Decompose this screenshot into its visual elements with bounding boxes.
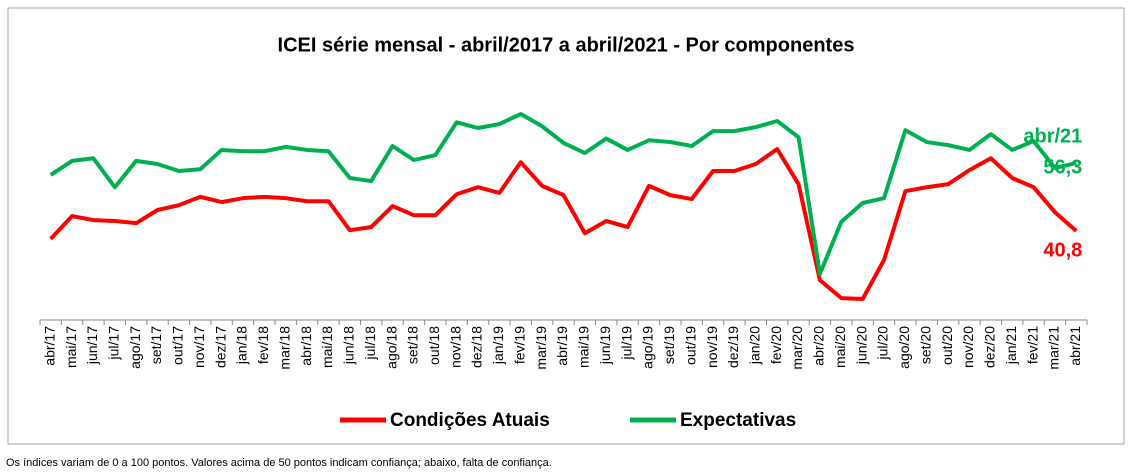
x-tick-label: jun/20 <box>853 326 869 365</box>
x-tick-label: jan/18 <box>234 326 250 365</box>
x-tick-label: jun/19 <box>597 326 613 365</box>
footnote: Os índices variam de 0 a 100 pontos. Val… <box>6 457 552 469</box>
chart-title: ICEI série mensal - abril/2017 a abril/2… <box>278 34 855 56</box>
x-tick-label: mai/19 <box>576 326 592 368</box>
x-tick-label: dez/20 <box>982 326 998 368</box>
x-tick-label: ago/20 <box>896 326 912 369</box>
annotation: abr/21 <box>1023 125 1082 147</box>
x-tick-label: jul/18 <box>362 326 378 361</box>
x-tick-label: set/18 <box>405 326 421 364</box>
x-tick-label: nov/19 <box>704 326 720 368</box>
x-tick-label: out/19 <box>682 326 698 365</box>
x-tick-label: mar/19 <box>533 326 549 370</box>
x-tick-label: dez/17 <box>212 326 228 368</box>
x-tick-label: abr/19 <box>554 326 570 366</box>
chart-frame <box>7 7 1125 445</box>
x-tick-label: out/17 <box>170 326 186 365</box>
x-tick-label: mar/20 <box>789 326 805 370</box>
x-tick-label: mai/17 <box>63 326 79 368</box>
x-tick-label: mar/18 <box>276 326 292 370</box>
x-tick-label: set/20 <box>917 326 933 364</box>
x-tick-label: abr/18 <box>298 326 314 366</box>
x-tick-label: mai/20 <box>832 326 848 368</box>
x-tick-label: abr/21 <box>1067 326 1083 366</box>
x-tick-label: set/19 <box>661 326 677 364</box>
x-tick-label: dez/19 <box>725 326 741 368</box>
legend-label: Expectativas <box>680 410 796 431</box>
x-tick-label: dez/18 <box>469 326 485 368</box>
x-tick-label: jul/17 <box>105 326 121 361</box>
x-tick-label: out/18 <box>426 326 442 365</box>
series-line <box>49 112 1077 277</box>
x-tick-label: nov/17 <box>191 326 207 368</box>
x-tick-label: jan/20 <box>747 326 763 365</box>
x-tick-label: fev/21 <box>1024 326 1040 364</box>
x-tick-label: nov/18 <box>447 326 463 368</box>
x-tick-label: mar/21 <box>1046 326 1062 370</box>
x-tick-label: abr/20 <box>811 326 827 366</box>
x-tick-label: jul/20 <box>875 326 891 361</box>
data-label: 40,8 <box>1043 239 1082 261</box>
x-tick-label: jul/19 <box>618 326 634 361</box>
x-tick-label: nov/20 <box>960 326 976 368</box>
x-tick-label: ago/19 <box>640 326 656 369</box>
x-tick-label: fev/19 <box>511 326 527 364</box>
x-tick-label: fev/20 <box>768 326 784 364</box>
x-tick-label: ago/18 <box>383 326 399 369</box>
x-tick-label: ago/17 <box>127 326 143 369</box>
data-label: 56,3 <box>1043 156 1082 178</box>
x-tick-label: fev/18 <box>255 326 271 364</box>
x-tick-label: jun/18 <box>341 326 357 365</box>
x-tick-label: jun/17 <box>84 326 100 365</box>
x-tick-label: abr/17 <box>41 326 57 366</box>
x-tick-label: jan/19 <box>490 326 506 365</box>
x-tick-label: mai/18 <box>319 326 335 368</box>
x-tick-label: set/17 <box>148 326 164 364</box>
x-tick-label: jan/21 <box>1003 326 1019 365</box>
legend-label: Condições Atuais <box>390 410 550 431</box>
series-line <box>49 147 1078 301</box>
x-tick-label: out/20 <box>939 326 955 365</box>
